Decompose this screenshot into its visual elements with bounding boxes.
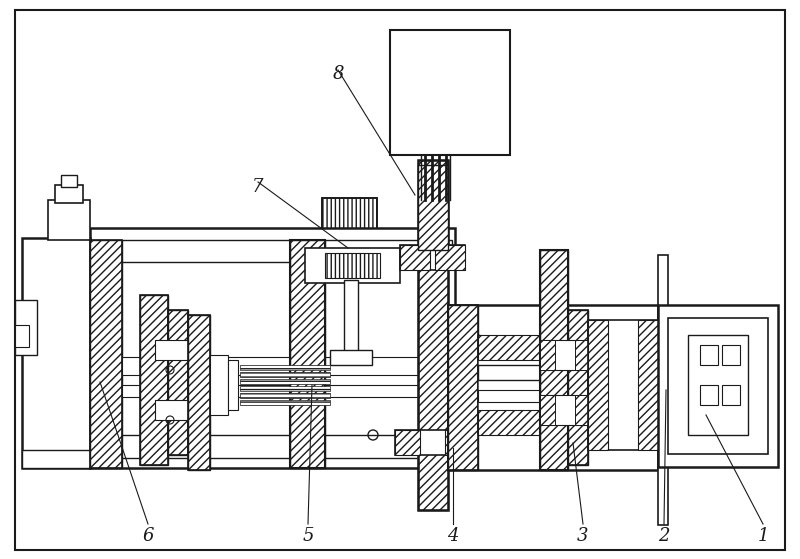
Bar (48, 200, 90, 240)
Bar (188, 315, 210, 470)
Bar (240, 400, 330, 405)
Bar (478, 365, 658, 380)
Bar (22, 450, 90, 468)
Bar (448, 305, 478, 470)
Bar (478, 335, 540, 360)
Polygon shape (478, 335, 540, 435)
Bar (330, 350, 372, 365)
Text: 8: 8 (332, 65, 344, 83)
Bar (322, 198, 377, 250)
Bar (240, 393, 330, 398)
Bar (638, 320, 658, 450)
Bar (395, 430, 420, 455)
Bar (140, 295, 168, 465)
Bar (90, 228, 455, 468)
Bar (395, 430, 470, 455)
Bar (540, 250, 568, 470)
Bar (400, 245, 465, 270)
Bar (540, 395, 590, 425)
Bar (122, 435, 452, 458)
Bar (668, 318, 768, 454)
Text: 5: 5 (302, 527, 314, 545)
Bar (122, 357, 452, 375)
Text: 4: 4 (447, 527, 458, 545)
Bar (240, 365, 330, 370)
Bar (90, 240, 122, 468)
Bar (155, 400, 190, 420)
Text: 1: 1 (758, 527, 769, 545)
Bar (478, 390, 658, 402)
Bar (122, 385, 452, 397)
Bar (448, 305, 478, 470)
Text: 7: 7 (252, 178, 264, 196)
Bar (418, 160, 448, 510)
Bar (290, 240, 325, 468)
Bar (90, 240, 122, 468)
Bar (61, 175, 77, 187)
Bar (22, 238, 90, 468)
Bar (540, 250, 568, 470)
Bar (588, 320, 608, 450)
Bar (568, 310, 588, 465)
Bar (445, 430, 470, 455)
Bar (240, 372, 330, 377)
Text: 2: 2 (658, 527, 670, 545)
Bar (140, 295, 168, 465)
Bar (688, 335, 748, 435)
Bar (344, 245, 358, 280)
Bar (540, 340, 590, 370)
Text: 6: 6 (142, 527, 154, 545)
Bar (540, 395, 555, 425)
Bar (344, 245, 358, 280)
Bar (168, 310, 188, 455)
Bar (575, 340, 590, 370)
Bar (658, 255, 668, 525)
Bar (478, 410, 540, 435)
Bar (418, 160, 448, 510)
Bar (240, 386, 330, 391)
Bar (15, 325, 29, 347)
Bar (722, 345, 740, 365)
Bar (55, 185, 83, 203)
Bar (658, 305, 778, 467)
Bar (322, 198, 377, 250)
Bar (168, 310, 188, 455)
Bar (575, 395, 590, 425)
Bar (305, 248, 400, 283)
Bar (228, 360, 238, 410)
Bar (448, 305, 658, 470)
Bar (722, 385, 740, 405)
Bar (344, 280, 358, 358)
Bar (390, 30, 510, 155)
Bar (155, 340, 190, 360)
Bar (15, 300, 37, 355)
Bar (568, 310, 588, 465)
Bar (290, 240, 325, 468)
Bar (325, 253, 380, 278)
Bar (700, 345, 718, 365)
Bar (418, 165, 448, 250)
Bar (240, 379, 330, 384)
Text: 3: 3 (578, 527, 589, 545)
Bar (435, 245, 465, 270)
Bar (588, 320, 658, 450)
Bar (700, 385, 718, 405)
Bar (188, 315, 210, 470)
Bar (210, 355, 228, 415)
Bar (400, 245, 430, 270)
Bar (540, 340, 555, 370)
Bar (122, 240, 452, 262)
